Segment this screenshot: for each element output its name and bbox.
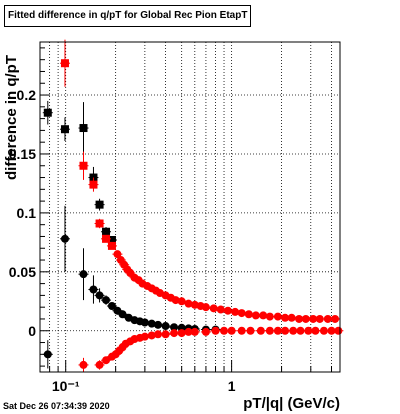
data-point	[287, 313, 296, 322]
data-point	[140, 318, 149, 327]
data-point	[107, 241, 116, 250]
data-point	[190, 327, 199, 336]
data-point	[311, 326, 320, 335]
y-tick-label: 0.2	[17, 87, 37, 103]
data-point	[107, 302, 116, 310]
y-tick-label: 0.15	[9, 146, 36, 162]
data-point	[281, 313, 290, 322]
data-point	[79, 161, 88, 170]
data-point	[237, 309, 246, 318]
grid	[39, 42, 340, 372]
data-point	[323, 314, 332, 323]
data-point	[246, 326, 255, 335]
data-point	[79, 360, 88, 369]
data-point	[289, 326, 298, 335]
y-tick-label: 0	[28, 323, 36, 339]
data-point	[220, 326, 229, 335]
data-point	[147, 331, 156, 340]
data-point	[102, 227, 111, 236]
data-point	[102, 296, 111, 305]
data-point	[296, 326, 305, 335]
data-point	[259, 311, 268, 320]
data-point	[216, 305, 225, 314]
data-point	[154, 320, 163, 329]
data-point	[315, 314, 324, 323]
timestamp: Sat Dec 26 07:34:39 2020	[3, 401, 110, 411]
data-point	[256, 326, 265, 335]
data-point	[161, 330, 170, 339]
chart-title: Fitted difference in q/pT for Global Rec…	[4, 5, 252, 27]
data-point	[140, 332, 149, 341]
data-point	[231, 307, 240, 316]
data-point	[295, 314, 304, 323]
data-point	[209, 304, 218, 313]
data-point	[95, 291, 104, 300]
y-tick-label: 0.1	[17, 205, 37, 221]
x-tick-label: 10⁻¹	[52, 378, 80, 394]
data-point	[227, 326, 236, 335]
data-point	[301, 314, 310, 323]
y-axis-label: difference in q/pT	[3, 54, 20, 180]
data-point	[211, 326, 220, 335]
series-3	[112, 250, 341, 323]
data-point	[251, 311, 260, 320]
data-point	[95, 200, 104, 209]
data-point	[331, 314, 340, 323]
data-point	[170, 323, 179, 332]
data-point	[171, 296, 180, 305]
data-point	[201, 303, 210, 312]
data-point	[327, 326, 336, 335]
data-point	[43, 350, 52, 359]
data-point	[184, 327, 193, 336]
data-point	[265, 326, 274, 335]
data-point	[170, 329, 179, 338]
data-point	[107, 236, 116, 244]
data-point	[201, 327, 210, 336]
data-point	[79, 124, 88, 133]
data-point	[223, 306, 232, 315]
axis-ticks: 0 0.05 0.1 0.15 0.2 10⁻¹ 1	[9, 47, 333, 394]
data-point	[265, 312, 274, 321]
series-2	[59, 39, 117, 250]
data-point	[60, 125, 69, 134]
data-point	[244, 310, 253, 319]
data-point	[79, 270, 88, 279]
y-tick-label: 0.05	[9, 264, 36, 280]
data-point	[161, 322, 170, 331]
x-tick-label: 1	[228, 378, 236, 394]
data-point	[309, 314, 318, 323]
data-point	[118, 310, 127, 319]
data-point	[177, 329, 186, 338]
data-point	[60, 234, 69, 243]
data-point	[147, 319, 156, 328]
data-point	[89, 180, 98, 189]
data-point	[304, 326, 313, 335]
data-point	[95, 360, 104, 369]
plot-frame	[39, 41, 341, 373]
data-point	[273, 326, 282, 335]
data-point	[154, 330, 163, 339]
data-point	[102, 234, 111, 243]
data-point	[334, 326, 343, 335]
x-axis-label: pT/|q| (GeV/c)	[243, 395, 340, 412]
data-point	[281, 326, 290, 335]
data-point	[237, 326, 246, 335]
data-point	[43, 108, 52, 117]
data-point	[95, 219, 104, 228]
data-point	[273, 312, 282, 321]
series-4	[78, 326, 344, 372]
data-point	[113, 250, 122, 259]
series-0	[42, 100, 117, 244]
data-point	[60, 59, 69, 68]
data-point	[319, 326, 328, 335]
data-marks	[42, 39, 344, 372]
data-point	[184, 299, 193, 308]
data-point	[89, 285, 98, 294]
data-point	[102, 356, 111, 365]
